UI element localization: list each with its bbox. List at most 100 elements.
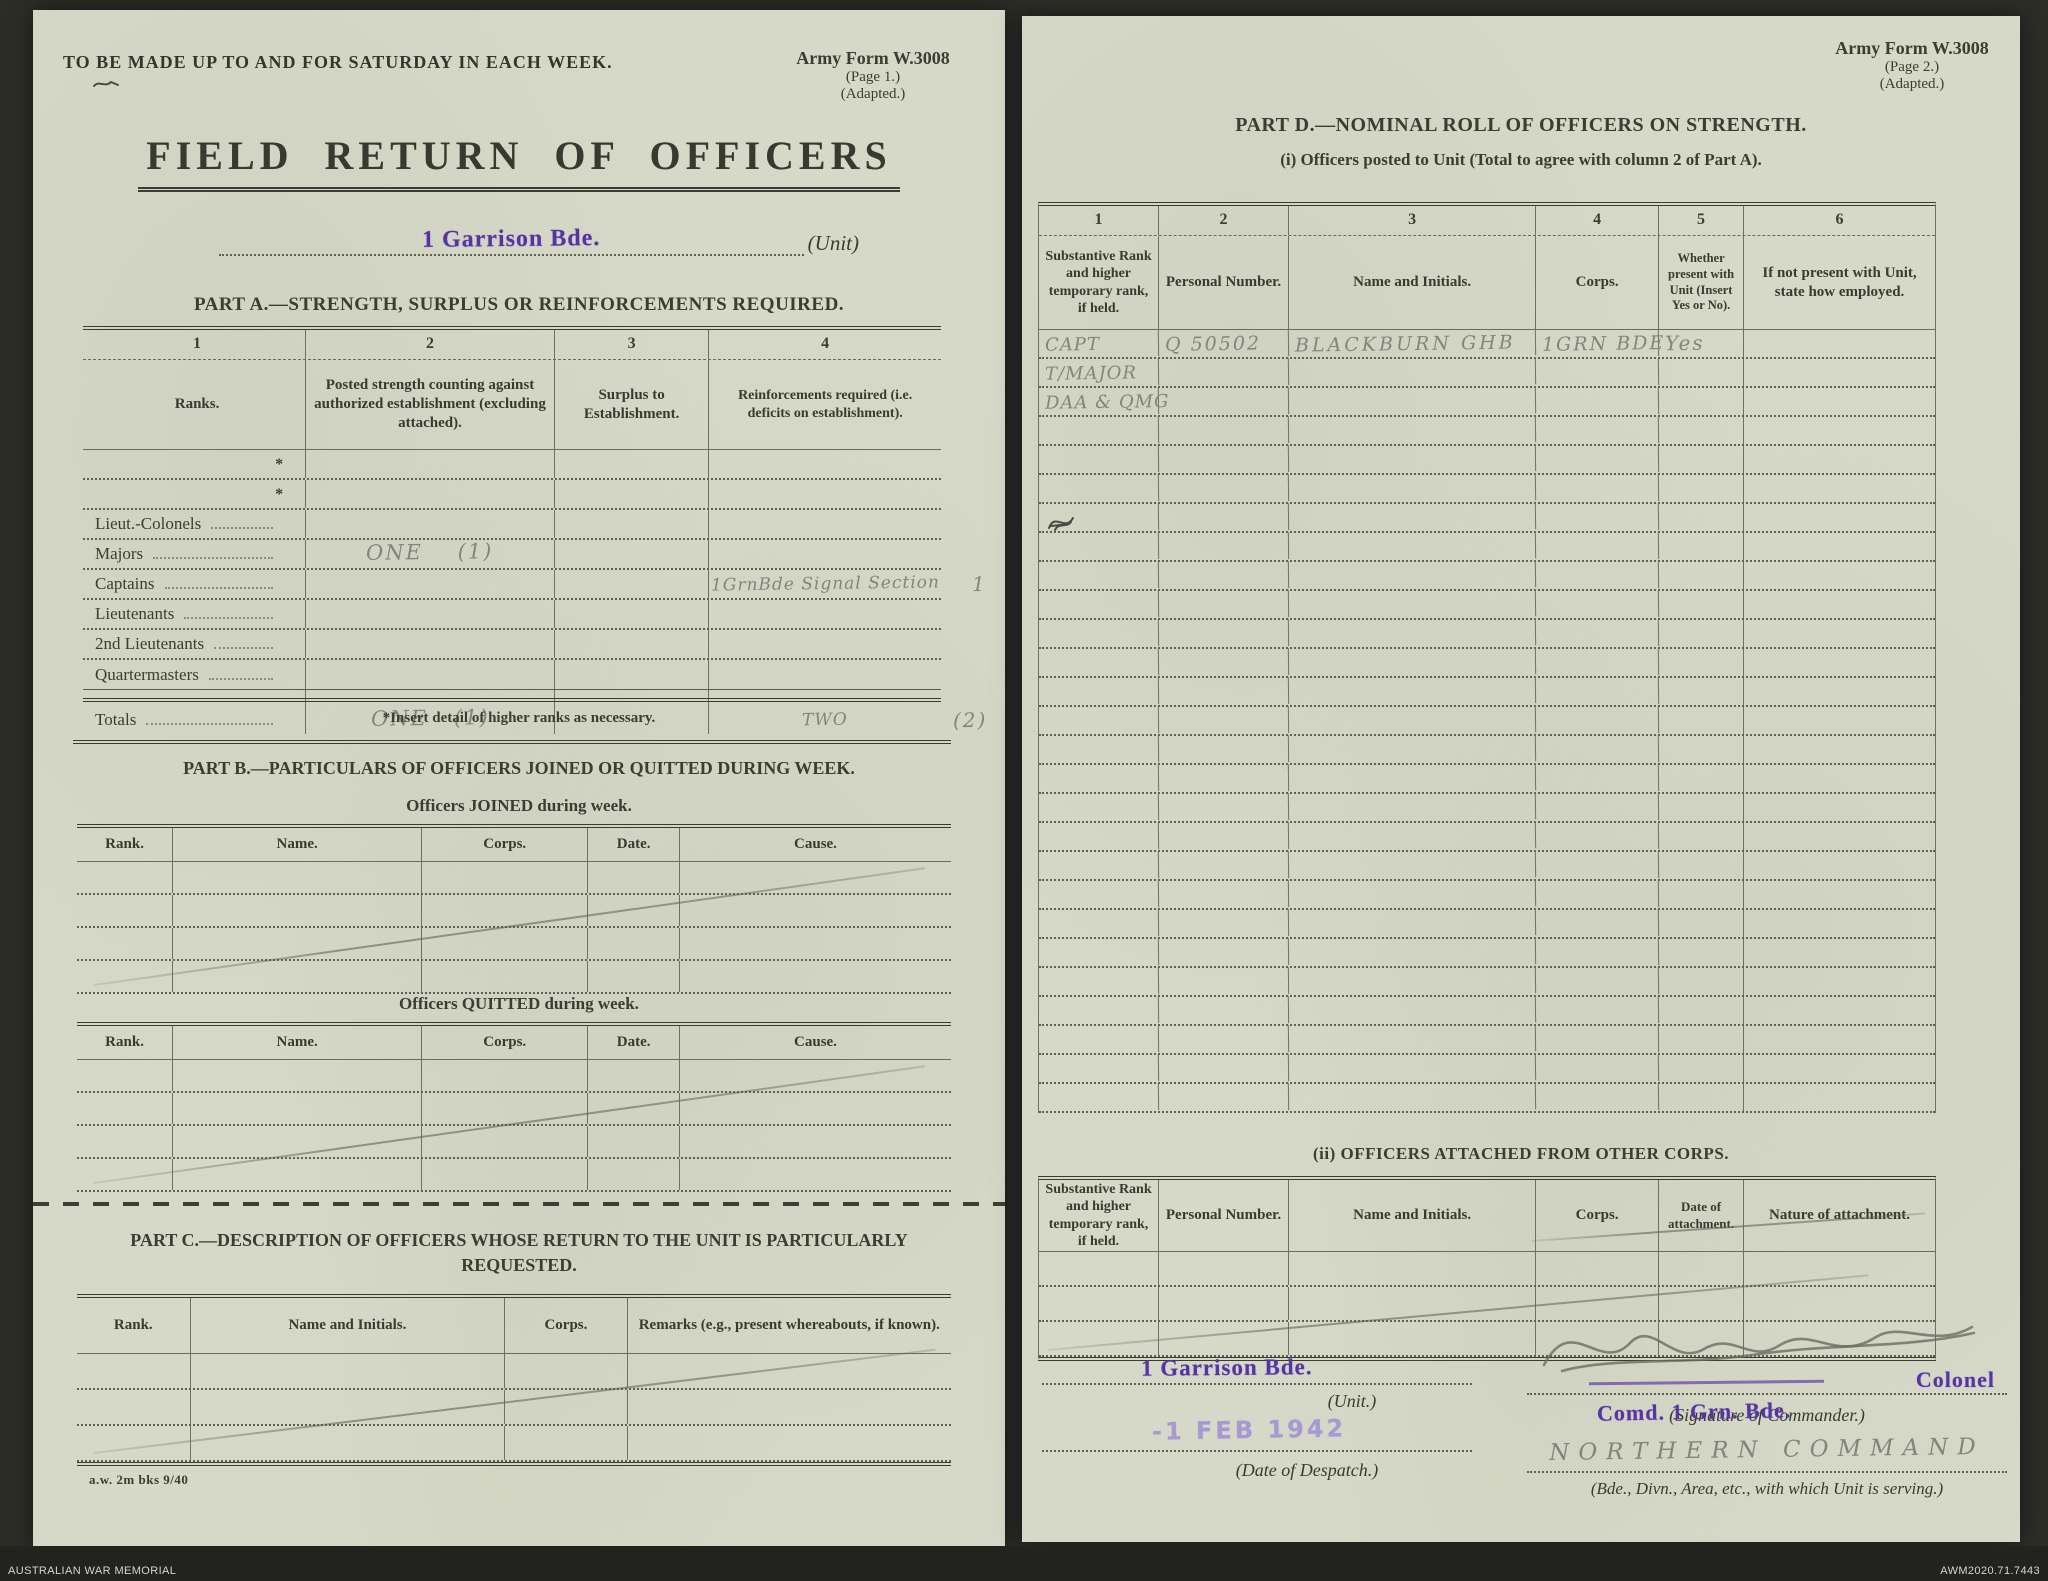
personal-number-cell: [1158, 590, 1290, 619]
column-header: Nature of attachment.: [1769, 1207, 1910, 1224]
rank-cell: [1038, 445, 1160, 474]
column-header: Substantive Rank and higher temporary ra…: [1039, 1180, 1160, 1251]
employed-cell: [1744, 532, 1935, 562]
employed-cell: [1744, 938, 1935, 968]
name-cell: [1288, 879, 1537, 910]
dotted-leader: [146, 713, 274, 725]
rank-cell: *: [83, 450, 307, 478]
present-cell: [1659, 1084, 1745, 1111]
name-cell: BLACKBURN GHB: [1288, 328, 1537, 359]
rank-cell: [1038, 851, 1160, 880]
table-row: Totals ONE (1) TWO (2): [83, 690, 987, 734]
employed-cell: [1744, 793, 1935, 823]
column-header: Corps.: [1536, 236, 1659, 329]
posted-strength-cell: [306, 600, 555, 628]
form-page-2: Army Form W.3008 (Page 2.) (Adapted.) PA…: [1022, 16, 2020, 1542]
corps-cell: [1536, 909, 1660, 938]
part-d-heading: PART D.—NOMINAL ROLL OF OFFICERS ON STRE…: [1235, 114, 1807, 136]
column-header: Personal Number.: [1159, 236, 1289, 329]
table-row: [1038, 502, 1935, 533]
form-reference: Army Form W.3008 (Page 1.) (Adapted.): [773, 48, 973, 103]
posted-strength-cell: [306, 630, 555, 658]
rank-cell: T/MAJOR: [1038, 358, 1160, 387]
personal-number-cell: [1158, 793, 1290, 822]
reinforcements-cell: [709, 600, 941, 628]
rank-cell: [1038, 474, 1160, 503]
column-header: Name and Initials.: [1289, 236, 1537, 329]
present-cell: [1659, 910, 1745, 937]
personal-number-cell: [1158, 938, 1290, 967]
attached-table-body: [1039, 1212, 1935, 1357]
catalogue-number: AWM2020.71.7443: [1940, 1565, 2040, 1577]
employed-cell: [1744, 445, 1935, 475]
table-row: [1038, 560, 1935, 591]
table-row: [1038, 589, 1935, 620]
quitted-table-body: [77, 1060, 951, 1192]
posted-strength-cell: [306, 450, 555, 478]
part-b-heading: PART B.—PARTICULARS OF OFFICERS JOINED O…: [183, 758, 855, 778]
column-header: Reinforcements required (i.e. deficits o…: [738, 388, 913, 421]
employed-cell: [1744, 764, 1935, 794]
part-a-column-headers: Ranks. Posted strength counting against …: [83, 360, 941, 450]
rank-label: 2nd Lieutenants: [95, 634, 205, 653]
rank-cell: [1038, 590, 1160, 619]
corps-cell: [1536, 793, 1660, 822]
column-header: Cause.: [794, 1034, 837, 1051]
table-row: [1038, 1082, 1935, 1113]
officers-attached-table: Substantive Rank and higher temporary ra…: [1038, 1176, 1936, 1361]
employed-cell: [1744, 561, 1935, 591]
table-row: [1039, 1252, 1935, 1287]
page-title-wrap: FIELD RETURN OF OFFICERS: [33, 132, 1005, 192]
dotted-leader: [105, 487, 265, 499]
personal-number-cell: [1158, 909, 1290, 938]
unit-line: [1042, 1383, 1472, 1385]
personal-number-cell: [1158, 735, 1290, 764]
rank-cell: Majors: [83, 540, 307, 568]
unit-stamp: 1 Garrison Bde.: [422, 225, 601, 253]
posted-strength-cell: [306, 660, 555, 689]
name-cell: [1288, 705, 1537, 736]
joined-column-headers: Rank. Name. Corps. Date. Cause.: [77, 828, 951, 862]
rank-cell: [1038, 793, 1160, 822]
unit-stamp: 1 Garrison Bde.: [1141, 1354, 1313, 1381]
part-d-sub1: (i) Officers posted to Unit (Total to ag…: [1280, 150, 1762, 169]
date-line: [1042, 1450, 1472, 1452]
name-cell: [1288, 908, 1537, 939]
column-number: 3: [1289, 206, 1537, 235]
archive-name: AUSTRALIAN WAR MEMORIAL: [8, 1565, 177, 1577]
column-header: Cause.: [794, 836, 837, 853]
ink-smudge: [1048, 517, 1074, 531]
personal-number-cell: [1158, 503, 1290, 532]
corps-cell: [1536, 706, 1660, 735]
table-row: *: [83, 480, 941, 510]
surplus-cell: [555, 570, 710, 598]
present-cell: [1659, 649, 1745, 676]
personal-number-cell: [1158, 851, 1290, 880]
pencil-mark: [93, 80, 119, 87]
rank-cell: Totals: [83, 690, 307, 734]
corps-cell: [1536, 445, 1660, 474]
part-d-column-headers: Substantive Rank and higher temporary ra…: [1039, 236, 1935, 330]
table-row: [77, 1426, 951, 1462]
attached-column-headers: Substantive Rank and higher temporary ra…: [1039, 1180, 1935, 1252]
present-cell: [1659, 359, 1745, 386]
dotted-leader: [105, 457, 265, 469]
corps-cell: [1536, 561, 1660, 590]
table-row: [77, 1390, 951, 1426]
present-cell: [1659, 533, 1745, 560]
employed-cell: [1744, 909, 1935, 939]
personal-number-cell: [1158, 764, 1290, 793]
corps-cell: [1536, 590, 1660, 619]
present-cell: [1659, 968, 1745, 995]
rank-cell: [1038, 938, 1160, 967]
table-row: [1038, 705, 1935, 736]
officers-joined-table: Rank. Name. Corps. Date. Cause.: [77, 824, 951, 994]
dotted-leader: [153, 547, 274, 559]
rank-cell: CAPT: [1038, 329, 1160, 358]
name-cell: [1288, 444, 1537, 475]
name-cell: [1288, 1053, 1537, 1084]
part-d-posted-table: 1 2 3 4 5 6 Substantive Rank and higher …: [1038, 202, 1936, 1113]
name-cell: [1288, 357, 1537, 388]
rank-cell: [1038, 1083, 1160, 1112]
personal-number-cell: [1158, 996, 1290, 1025]
